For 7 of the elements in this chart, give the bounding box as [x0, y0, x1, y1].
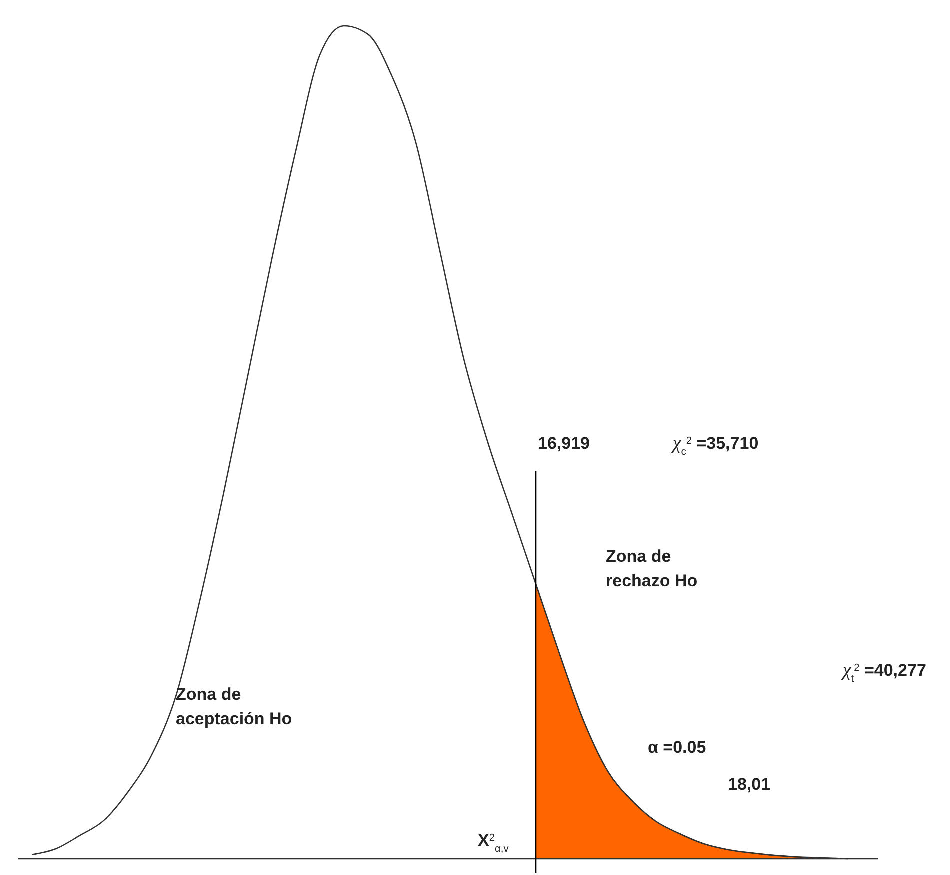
annotation: 16,919	[538, 434, 590, 453]
annotation: χ$_{c}$$^{2}$ =35,710	[671, 433, 759, 458]
annotation: χ$_{t}$$^{2}$ =40,277	[841, 660, 926, 684]
annotation: Zona de rechazo Ho	[606, 547, 698, 591]
annotation: Zona de aceptación Ho	[176, 685, 292, 729]
annotation: α =0.05	[648, 738, 706, 757]
annotation: 18,01	[728, 775, 771, 794]
